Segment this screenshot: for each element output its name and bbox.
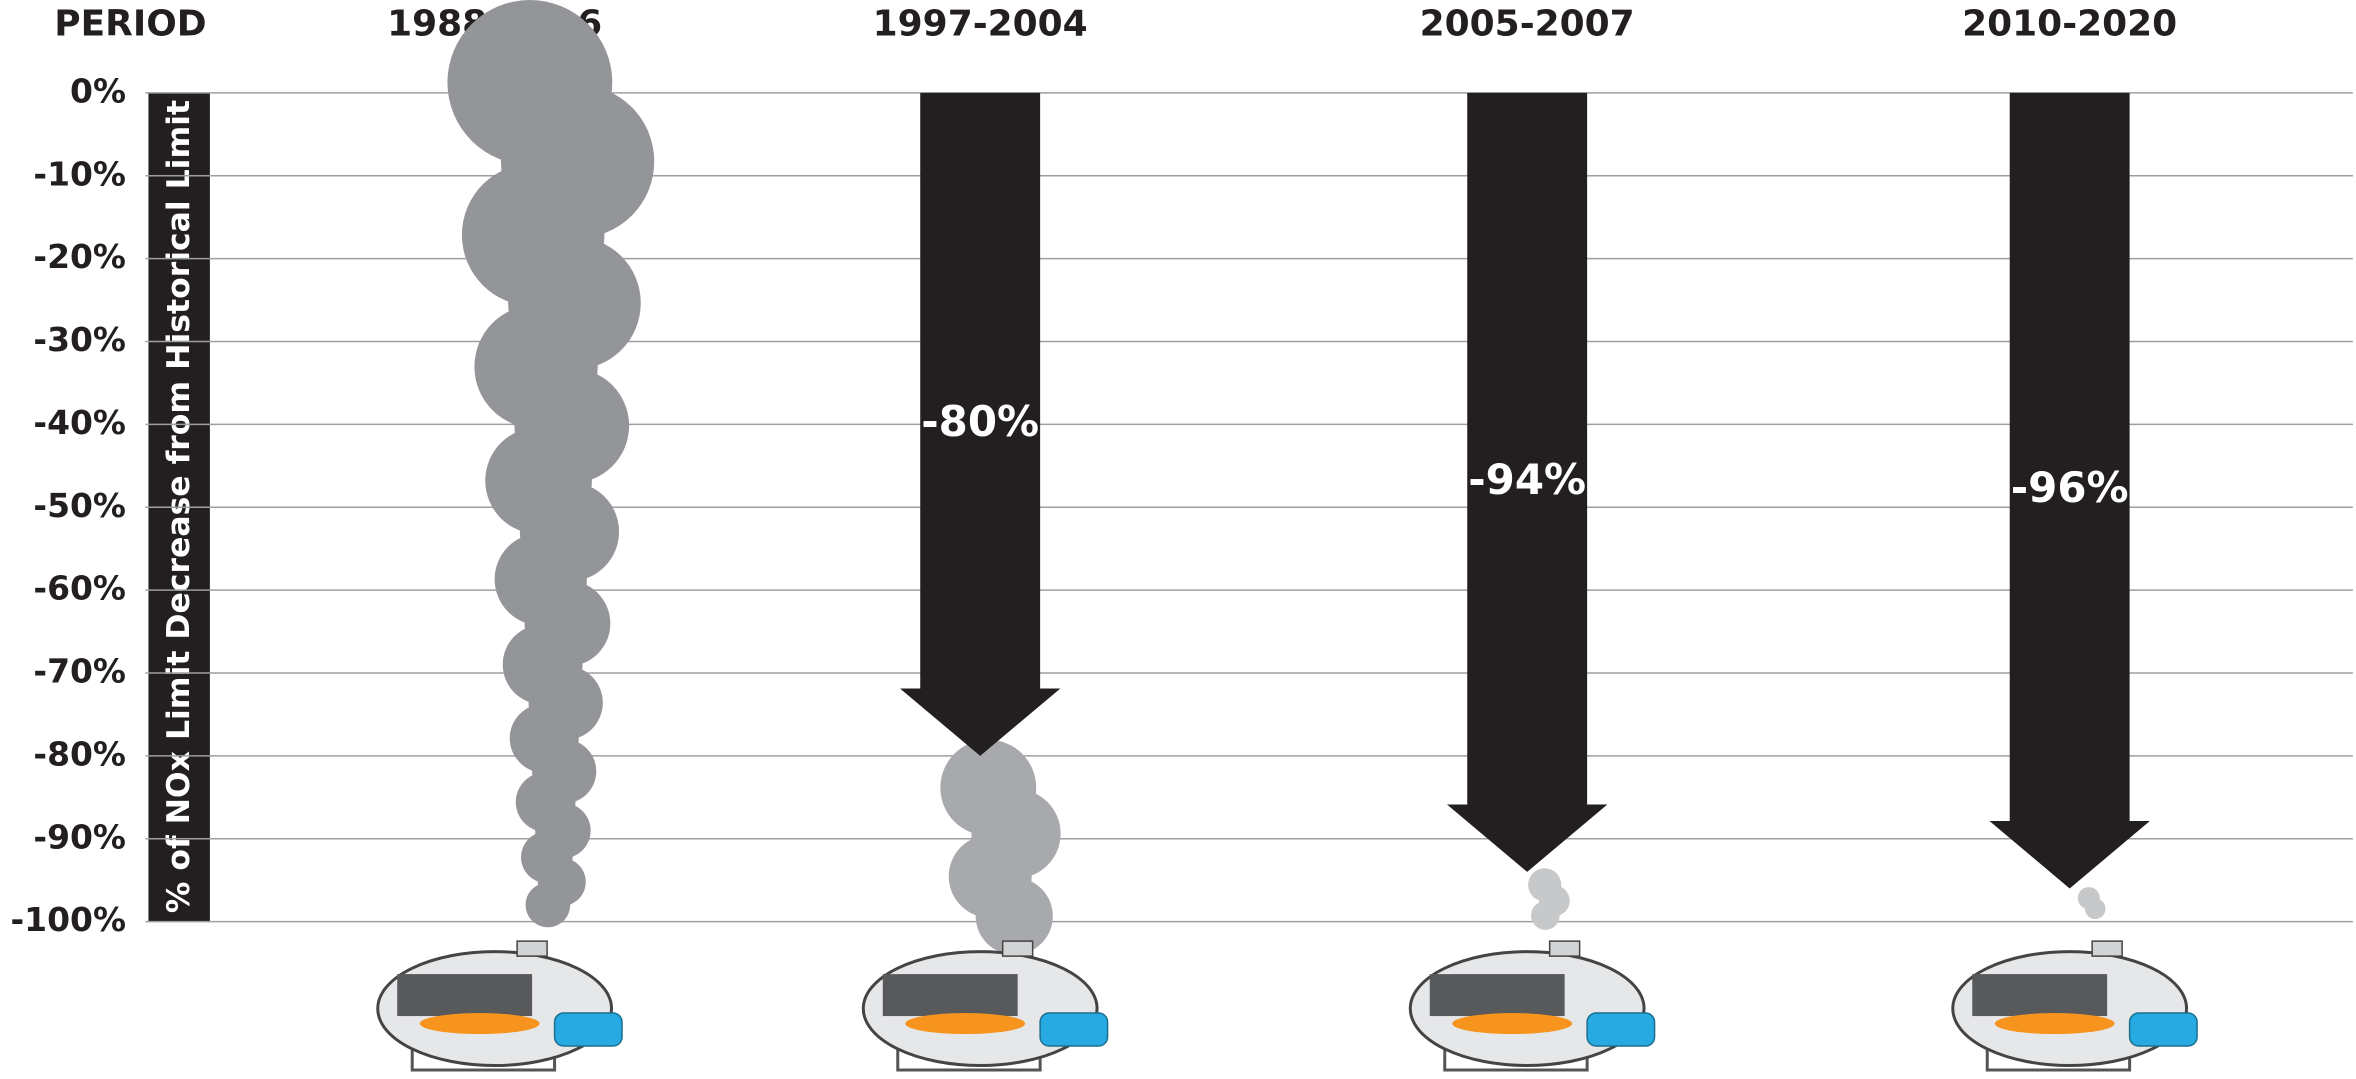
boiler-tubes <box>882 974 1018 1017</box>
y-tick-label: -30% <box>33 320 126 359</box>
value-label: -94% <box>1468 455 1586 504</box>
boiler-flame <box>905 1013 1026 1035</box>
y-tick-label: -10% <box>33 154 126 193</box>
y-tick-label: -100% <box>10 900 125 939</box>
boiler-flame <box>1452 1013 1573 1035</box>
smoke <box>447 0 655 928</box>
y-tick-label: -90% <box>33 817 126 856</box>
boiler-burner <box>553 1012 623 1047</box>
y-tick-label: -40% <box>33 403 126 442</box>
boiler <box>1408 940 1656 1072</box>
arrow <box>900 92 1061 756</box>
boiler <box>861 940 1109 1072</box>
value-label: -80% <box>921 397 1039 446</box>
boiler-burner <box>1586 1012 1656 1047</box>
boiler-tubes <box>397 974 533 1017</box>
y-tick-label: -20% <box>33 237 126 276</box>
arrow <box>1447 92 1608 872</box>
boiler <box>376 940 623 1072</box>
boiler-flame <box>419 1013 540 1035</box>
smoke <box>2077 887 2106 919</box>
boiler-tubes <box>1429 974 1565 1017</box>
boiler-dome <box>1001 940 1034 957</box>
boiler-dome <box>1548 940 1581 957</box>
y-tick-label: -60% <box>33 569 126 608</box>
smoke-puff <box>525 882 571 928</box>
boiler-tubes <box>1972 974 2108 1017</box>
boiler-burner <box>2128 1012 2198 1047</box>
y-tick-label: 0% <box>70 71 126 110</box>
arrow <box>1989 92 2150 889</box>
smoke <box>1528 868 1570 930</box>
smoke-puff <box>2084 898 2106 919</box>
header: PERIOD <box>54 3 206 44</box>
boiler-burner <box>1039 1012 1109 1047</box>
boiler <box>1951 940 2198 1072</box>
value-label: -96% <box>2011 463 2129 512</box>
x-tick-label: 2005-2007 <box>1420 3 1635 44</box>
x-tick-label: 1997-2004 <box>873 3 1088 44</box>
smoke <box>940 739 1061 955</box>
boiler-dome <box>516 940 548 957</box>
y-tick-label: -80% <box>33 734 126 773</box>
boiler-flame <box>1994 1013 2115 1035</box>
y-tick-label: -50% <box>33 486 126 525</box>
smoke-puff <box>1531 901 1560 930</box>
x-tick-label: 2010-2020 <box>1962 3 2177 44</box>
boiler-dome <box>2091 940 2123 957</box>
y-tick-label: -70% <box>33 652 126 691</box>
smoke-puff <box>975 877 1053 955</box>
